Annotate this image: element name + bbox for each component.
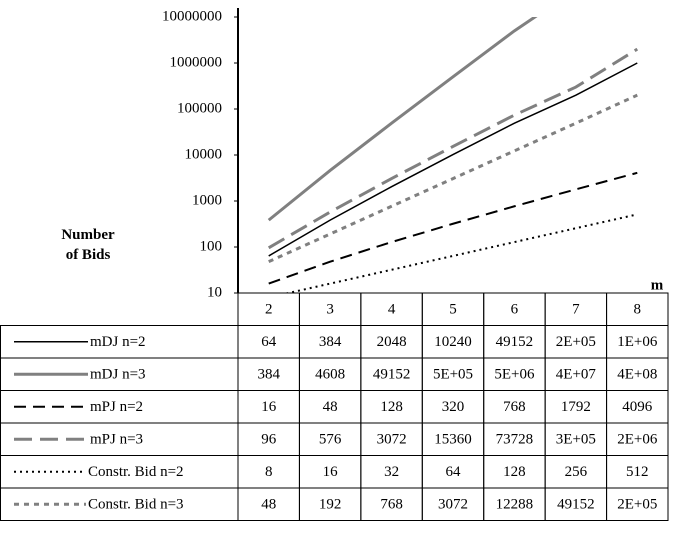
- legend-label: mPJ n=3: [90, 432, 143, 448]
- y-tick-label: 10: [207, 284, 222, 300]
- legend-label: Constr. Bid n=2: [88, 464, 184, 480]
- table-value: 576: [319, 432, 342, 448]
- table-value: 49152: [557, 497, 595, 513]
- table-value: 3072: [377, 432, 407, 448]
- series-line: [268, 62, 638, 257]
- table-value: 12288: [496, 497, 534, 513]
- table-value: 2E+06: [617, 432, 658, 448]
- table-value: 73728: [496, 432, 534, 448]
- table-value: 4608: [315, 367, 345, 383]
- table-value: 49152: [496, 334, 534, 350]
- table-value: 64: [261, 334, 277, 350]
- y-tick-label: 10000: [185, 146, 223, 162]
- series-line: [268, 171, 638, 285]
- table-value: 5E+05: [433, 367, 473, 383]
- x-tick-label: 4: [388, 302, 396, 318]
- plot-area: [267, 17, 639, 293]
- y-axis-label: Number of Bids: [61, 227, 115, 263]
- table-value: 128: [380, 399, 403, 415]
- table-value: 5E+06: [494, 367, 535, 383]
- table-value: 16: [323, 464, 339, 480]
- x-tick-label: 3: [326, 302, 334, 318]
- table-value: 192: [319, 497, 342, 513]
- table-value: 64: [446, 464, 462, 480]
- table-value: 512: [626, 464, 649, 480]
- y-tick-label: 1000000: [170, 54, 223, 70]
- table-value: 10240: [434, 334, 472, 350]
- table-value: 3072: [438, 497, 468, 513]
- table-value: 2E+05: [556, 334, 596, 350]
- table-value: 15360: [434, 432, 472, 448]
- table-value: 32: [384, 464, 399, 480]
- table-cell: [606, 487, 669, 521]
- x-tick-label: 8: [634, 302, 642, 318]
- series-line: [283, 213, 638, 293]
- table-value: 256: [565, 464, 588, 480]
- y-tick-label: 100: [200, 238, 223, 254]
- table-value: 1E+06: [617, 334, 658, 350]
- table-value: 3E+05: [556, 432, 596, 448]
- table-value: 384: [257, 367, 280, 383]
- table-value: 4E+07: [556, 367, 597, 383]
- table-value: 48: [261, 497, 276, 513]
- x-tick-label: 7: [572, 302, 580, 318]
- table-value: 1792: [561, 399, 591, 415]
- table-value: 4096: [622, 399, 653, 415]
- x-tick-label: 6: [511, 302, 519, 318]
- series-line: [268, 93, 638, 264]
- y-tick-label: 1000: [192, 192, 222, 208]
- series-line: [267, 47, 639, 250]
- table-value: 96: [261, 432, 277, 448]
- x-tick-label: 2: [265, 302, 273, 318]
- table-value: 4E+08: [617, 367, 657, 383]
- table-value: 49152: [373, 367, 411, 383]
- legend-label: mDJ n=3: [90, 367, 146, 383]
- table-value: 384: [319, 334, 342, 350]
- table-value: 16: [261, 399, 277, 415]
- y-tick-label: 100000: [177, 100, 222, 116]
- x-tick-label: 5: [449, 302, 457, 318]
- table-value: 128: [503, 464, 526, 480]
- legend-label: Constr. Bid n=3: [88, 497, 184, 513]
- table-value: 48: [323, 399, 338, 415]
- table-value: 2E+05: [617, 497, 657, 513]
- table-value: 768: [503, 399, 526, 415]
- table-value: 320: [442, 399, 465, 415]
- legend-label: mPJ n=2: [90, 399, 143, 415]
- legend-label: mDJ n=2: [90, 334, 146, 350]
- table-value: 8: [265, 464, 273, 480]
- table-value: 768: [380, 497, 403, 513]
- series-line: [267, 17, 538, 222]
- y-tick-label: 10000000: [162, 8, 222, 24]
- table-value: 2048: [377, 334, 407, 350]
- x-axis-label: m: [651, 277, 664, 293]
